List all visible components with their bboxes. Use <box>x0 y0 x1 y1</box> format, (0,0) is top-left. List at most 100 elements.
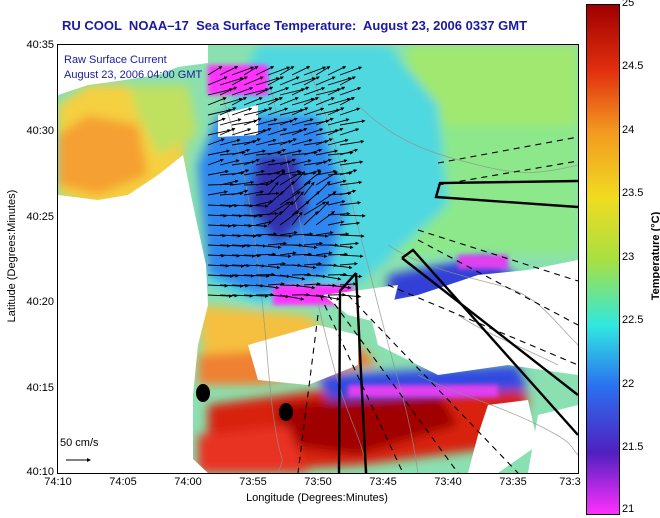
current-vector <box>303 97 319 106</box>
scale-label: 50 cm/s <box>60 437 99 449</box>
current-vector <box>279 129 304 136</box>
current-vector <box>255 150 282 156</box>
current-vector <box>327 128 344 136</box>
x-tick-label: 73:3 <box>559 476 581 488</box>
current-vector <box>243 97 263 106</box>
radar-dashed-lines <box>297 136 578 473</box>
current-vector <box>303 241 324 246</box>
current-vector <box>267 148 287 156</box>
current-vector <box>243 76 264 86</box>
current-vector <box>291 77 316 86</box>
current-vector <box>291 211 303 226</box>
current-vector <box>291 138 313 146</box>
current-vector <box>327 77 352 86</box>
survey-boxes <box>337 179 578 473</box>
bathymetry-contours <box>217 64 578 473</box>
current-vector <box>231 97 247 106</box>
current-vector <box>291 107 309 116</box>
current-vector <box>231 128 252 136</box>
current-vector <box>303 148 323 156</box>
current-vector <box>231 76 248 86</box>
current-vector <box>267 294 290 299</box>
colorbar-label: Temperature (°C) <box>650 211 660 301</box>
current-vector <box>255 211 279 216</box>
current-vector <box>231 254 256 258</box>
current-vector <box>279 191 301 206</box>
current-vector <box>291 232 314 236</box>
current-vector <box>231 214 258 218</box>
current-vector <box>267 76 284 86</box>
current-vector <box>219 107 237 116</box>
current-vector <box>267 234 293 238</box>
current-vector <box>339 139 365 146</box>
current-vector <box>243 253 261 258</box>
current-vector <box>207 88 234 96</box>
current-vector <box>339 261 358 266</box>
current-vector <box>243 158 260 166</box>
current-vector <box>267 210 283 226</box>
current-vector <box>267 282 285 286</box>
current-vector <box>207 66 223 76</box>
current-vector <box>243 66 259 76</box>
current-vector <box>327 159 348 166</box>
land-mask <box>58 45 578 473</box>
current-vector <box>219 86 238 96</box>
current-vector <box>303 107 325 116</box>
current-vector <box>291 181 311 196</box>
x-tick-label: 73:45 <box>369 476 397 488</box>
current-vector <box>219 150 246 156</box>
current-vector <box>231 204 254 208</box>
current-vector <box>291 252 313 257</box>
current-vector <box>291 159 312 166</box>
current-vector <box>231 66 255 76</box>
current-vector <box>219 191 244 196</box>
x-tick-label: 74:10 <box>44 476 72 488</box>
current-vector <box>243 149 267 156</box>
sst-map <box>57 44 579 474</box>
current-vector <box>291 191 304 206</box>
current-vector <box>255 220 273 226</box>
x-tick-label: 73:35 <box>499 476 527 488</box>
current-vector <box>279 138 297 146</box>
current-vector <box>255 66 275 76</box>
current-vector <box>255 86 274 96</box>
current-vector <box>231 87 254 96</box>
current-vector <box>243 224 268 228</box>
current-vector <box>231 148 251 156</box>
current-vector <box>207 129 232 136</box>
colorbar-tick-label: 24 <box>622 124 635 136</box>
current-vector <box>243 213 264 218</box>
current-vector <box>207 264 230 268</box>
current-vector <box>327 252 349 257</box>
current-vector <box>207 233 226 238</box>
current-vector <box>291 86 310 96</box>
current-vector <box>207 158 224 166</box>
current-vector <box>315 66 331 76</box>
current-vector <box>255 97 279 106</box>
current-vector <box>207 274 234 278</box>
current-vector <box>207 213 228 218</box>
current-vector <box>279 66 295 76</box>
current-vector <box>279 76 300 86</box>
current-vector <box>207 149 231 156</box>
current-vector <box>231 180 255 186</box>
current-vector <box>339 169 358 176</box>
y-tick-label: 40:10 <box>26 466 54 478</box>
colorbar-tick-label: 22.5 <box>622 314 644 326</box>
current-vector <box>207 294 233 298</box>
current-vector <box>207 108 233 116</box>
current-vector <box>303 181 315 196</box>
current-vector <box>339 282 357 286</box>
current-vector <box>327 150 354 156</box>
current-vector <box>279 274 306 281</box>
current-vector <box>327 171 353 176</box>
current-vector <box>327 86 346 96</box>
current-vector <box>231 224 253 228</box>
current-vector <box>255 264 281 270</box>
current-vector <box>303 66 327 76</box>
current-vector <box>255 200 274 206</box>
current-vector <box>219 171 245 176</box>
temperature-colorbar <box>586 4 620 515</box>
current-vector <box>315 251 333 256</box>
colorbar-tick-label: 23 <box>622 251 635 263</box>
